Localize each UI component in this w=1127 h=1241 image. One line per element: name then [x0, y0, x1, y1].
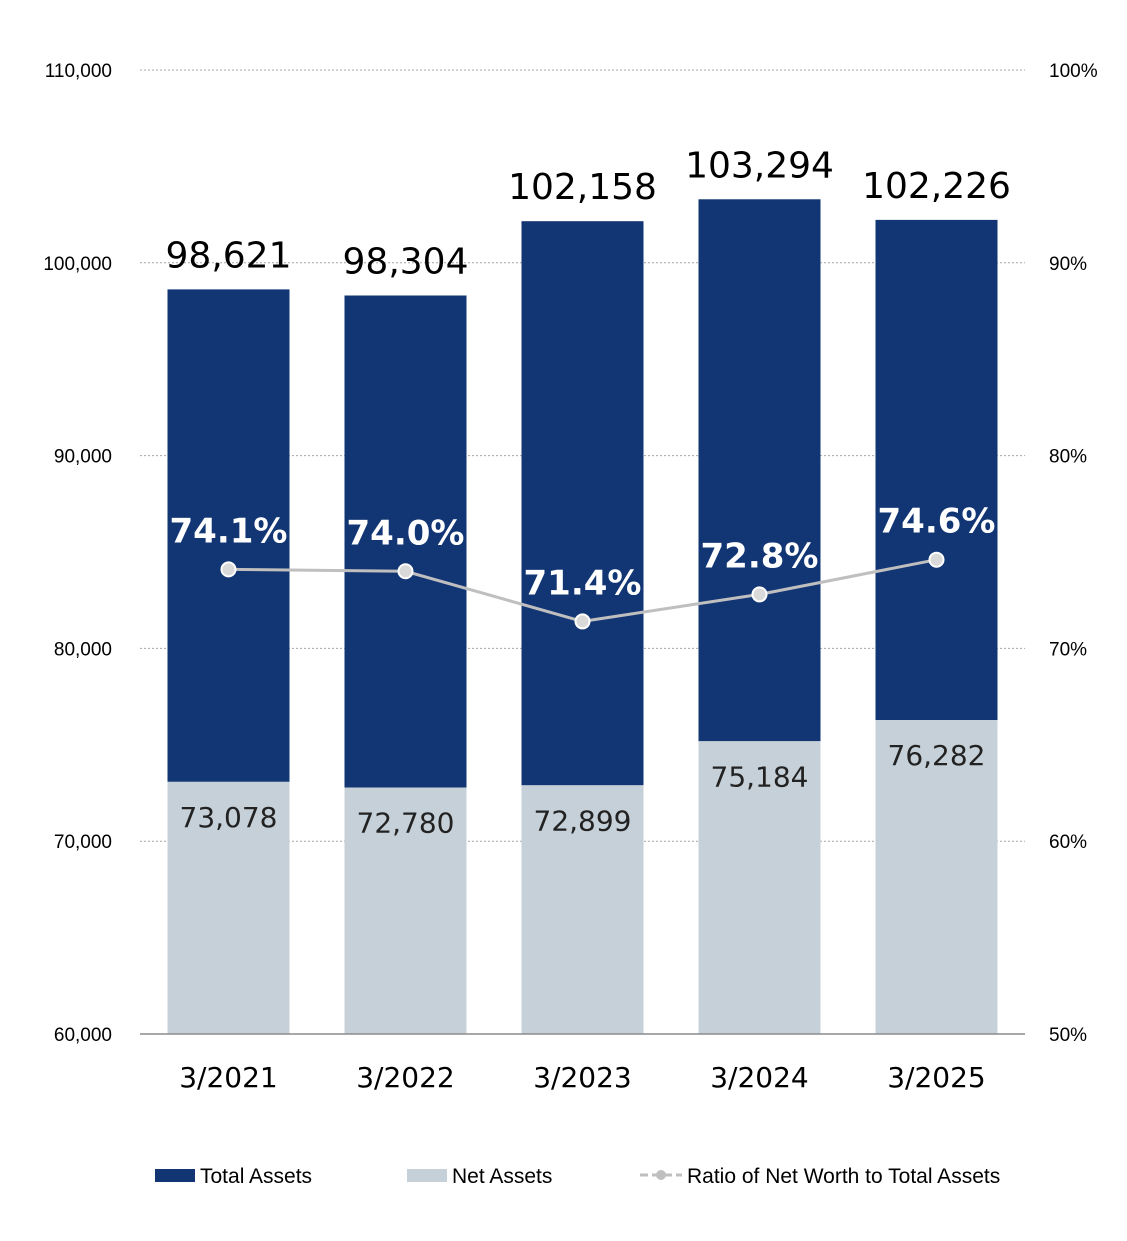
y2-tick-label: 50% — [1049, 1025, 1087, 1046]
bar-net-assets — [344, 787, 467, 1034]
total-assets-label: 98,621 — [166, 235, 292, 276]
y-tick-label: 90,000 — [54, 447, 112, 468]
bar-total-assets — [344, 295, 467, 788]
bar-net-assets — [167, 781, 290, 1034]
ratio-point — [397, 563, 414, 580]
bar-total-assets — [875, 219, 998, 721]
legend: Total Assets Net Assets Ratio of Net Wor… — [155, 1165, 1000, 1188]
y-tick-label: 80,000 — [54, 639, 112, 660]
legend-label-total-assets: Total Assets — [200, 1165, 312, 1188]
bar-net-assets — [698, 741, 821, 1034]
net-assets-label: 72,780 — [357, 807, 455, 840]
net-assets-label: 73,078 — [180, 801, 278, 834]
y2-tick-label: 70% — [1049, 639, 1087, 660]
right-axis-ticks: 50% 60% 70% 80% 90% 100% — [1049, 61, 1098, 1046]
y-tick-label: 60,000 — [54, 1025, 112, 1046]
legend-swatch-total-assets — [155, 1169, 195, 1182]
bar-total-assets — [521, 221, 644, 786]
x-tick-label: 3/2022 — [356, 1061, 455, 1094]
y2-tick-label: 80% — [1049, 447, 1087, 468]
net-assets-label: 72,899 — [534, 804, 632, 837]
y-tick-label: 100,000 — [43, 254, 112, 275]
category-labels: 3/2021 3/2022 3/2023 3/2024 3/2025 — [179, 1061, 986, 1094]
ratio-point — [751, 586, 768, 603]
legend-label-net-assets: Net Assets — [452, 1165, 552, 1188]
total-assets-label: 103,294 — [685, 145, 834, 186]
net-assets-label: 76,282 — [888, 739, 986, 772]
x-tick-label: 3/2023 — [533, 1061, 632, 1094]
legend-label-ratio: Ratio of Net Worth to Total Assets — [687, 1165, 1000, 1188]
legend-swatch-ratio-marker — [656, 1170, 666, 1180]
total-assets-label: 98,304 — [343, 241, 469, 282]
ratio-label: 74.0% — [347, 513, 465, 553]
bar-total-assets — [167, 289, 290, 782]
total-assets-label: 102,226 — [862, 166, 1011, 207]
ratio-label: 71.4% — [524, 563, 642, 603]
y2-tick-label: 60% — [1049, 832, 1087, 853]
ratio-label: 74.6% — [878, 502, 996, 542]
y2-tick-label: 90% — [1049, 254, 1087, 275]
y-tick-label: 70,000 — [54, 832, 112, 853]
ratio-line-series: 74.1% 74.0% 71.4% 72.8% 74.6% — [170, 502, 996, 630]
left-axis-ticks: 60,000 70,000 80,000 90,000 100,000 110,000 — [43, 61, 112, 1046]
ratio-label: 74.1% — [170, 511, 288, 551]
ratio-point — [928, 551, 945, 568]
x-tick-label: 3/2021 — [179, 1061, 278, 1094]
bar-net-assets — [875, 720, 998, 1034]
bars — [167, 199, 998, 1034]
bar-net-assets — [521, 785, 644, 1034]
ratio-label: 72.8% — [701, 536, 819, 576]
bar-total-assets — [698, 199, 821, 742]
x-tick-label: 3/2024 — [710, 1061, 809, 1094]
y-tick-label: 110,000 — [45, 61, 112, 82]
bar-value-labels: 98,621 73,078 98,304 72,780 102,158 72,899 103… — [166, 145, 1011, 839]
ratio-point — [220, 561, 237, 578]
ratio-point — [574, 613, 591, 630]
y2-tick-label: 100% — [1049, 61, 1098, 82]
total-assets-label: 102,158 — [508, 167, 657, 208]
x-tick-label: 3/2025 — [887, 1061, 986, 1094]
legend-swatch-net-assets — [407, 1169, 447, 1182]
net-assets-label: 75,184 — [711, 760, 809, 793]
